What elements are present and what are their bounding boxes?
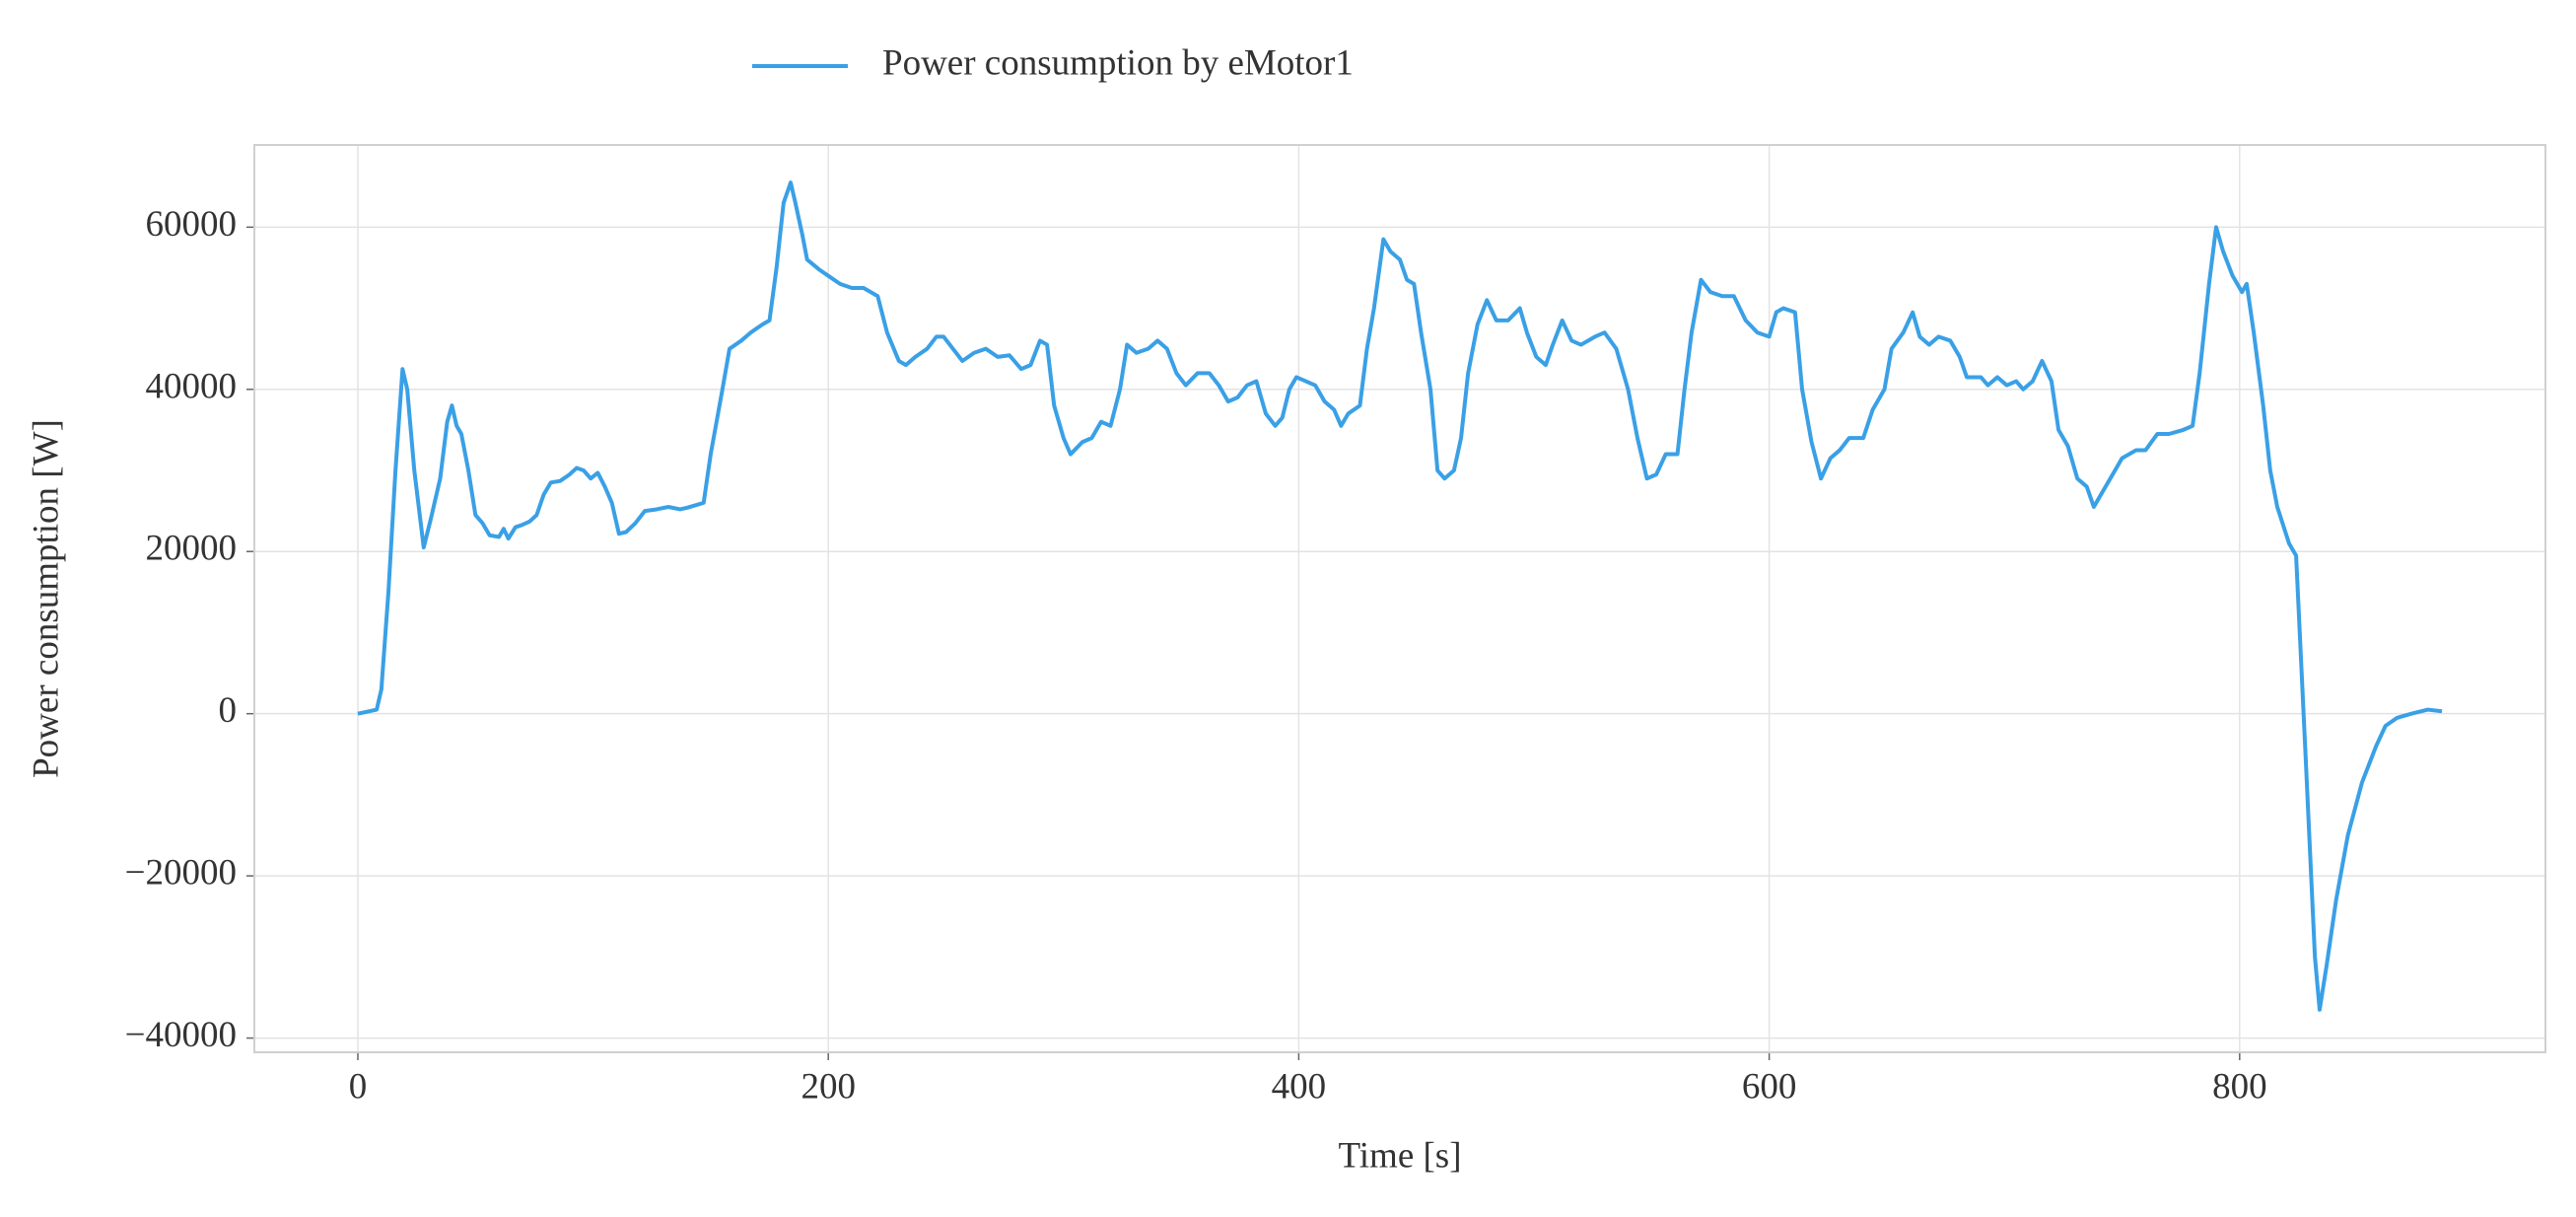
y-tick-label: 60000 bbox=[146, 204, 238, 245]
y-tick-label: −40000 bbox=[125, 1015, 237, 1055]
y-tick-label: 40000 bbox=[146, 366, 238, 406]
data-line bbox=[357, 180, 2443, 1012]
plot-frame bbox=[253, 144, 2546, 1053]
x-tick-label: 200 bbox=[801, 1066, 856, 1107]
x-axis-label: Time [s] bbox=[1338, 1135, 1461, 1176]
x-tick-label: 800 bbox=[2212, 1066, 2267, 1107]
y-tick-label: 20000 bbox=[146, 529, 238, 569]
legend-label: Power consumption by eMotor1 bbox=[882, 42, 1354, 83]
y-axis-label: Power consumption [W] bbox=[26, 419, 66, 778]
y-tick-label: 0 bbox=[219, 690, 238, 731]
y-tick-label: −20000 bbox=[125, 853, 237, 894]
x-tick-label: 400 bbox=[1272, 1066, 1327, 1107]
x-tick-label: 600 bbox=[1742, 1066, 1797, 1107]
x-tick-label: 0 bbox=[349, 1066, 368, 1107]
